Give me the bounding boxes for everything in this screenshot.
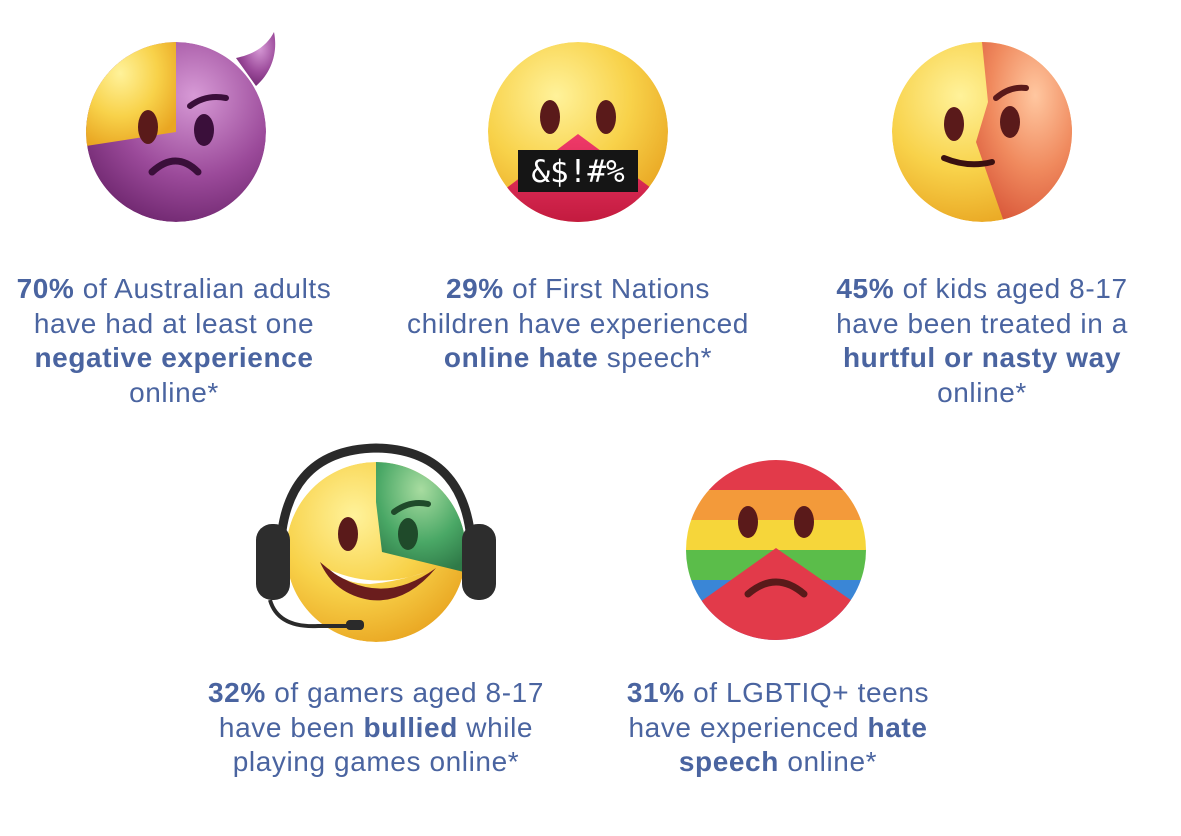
stat-text: of Australian adults have had at least o…	[33, 273, 332, 339]
stat-text: while playing games online*	[232, 711, 534, 778]
stat-text: of kids aged 8-17 have been treated in a	[836, 273, 1128, 339]
stat-caption: 32% of gamers aged 8-17 have been bullie…	[196, 676, 556, 780]
stat-text: online*	[937, 376, 1027, 408]
stat-text: of gamers aged 8-17 have been	[218, 677, 544, 743]
stat-text: online*	[129, 376, 219, 408]
stat-card-lgbtiq: 31% of LGBTIQ+ teens have experienced ha…	[598, 420, 958, 836]
stat-caption: 29% of First Nations children have exper…	[398, 272, 758, 376]
stat-text: of LGBTIQ+ teens have experienced	[628, 677, 930, 743]
stat-highlight: negative experience	[34, 342, 314, 373]
stat-card-kids: 45% of kids aged 8-17 have been treated …	[802, 0, 1162, 420]
stat-card-adults: 70% of Australian adults have had at lea…	[0, 0, 360, 420]
stat-highlight: 32%	[207, 677, 266, 708]
stat-highlight: hate speech	[678, 711, 928, 778]
stat-highlight: 70%	[16, 273, 75, 304]
stat-highlight: hurtful or nasty way	[842, 342, 1122, 373]
grawlix-text: &$!#%	[531, 154, 625, 190]
stat-text: speech*	[598, 342, 713, 373]
stat-highlight: bullied	[363, 711, 458, 743]
stat-highlight: 45%	[836, 273, 895, 304]
stat-card-first-nations: &$!#% 29% of First Nations children have…	[398, 0, 758, 420]
gamer-headset-face-icon	[250, 440, 502, 652]
stat-highlight: 29%	[445, 273, 504, 304]
smirking-angry-face-icon	[892, 42, 1074, 224]
stat-caption: 45% of kids aged 8-17 have been treated …	[802, 272, 1162, 410]
stat-text: online*	[778, 746, 878, 777]
stat-highlight: online hate	[443, 342, 599, 373]
stat-highlight: 31%	[626, 677, 685, 708]
rainbow-frowning-face-icon	[686, 460, 868, 642]
stat-caption: 70% of Australian adults have had at lea…	[0, 272, 354, 410]
devil-face-icon	[86, 32, 286, 224]
censored-mouth-face-icon: &$!#%	[488, 42, 670, 224]
stat-card-gamers: 32% of gamers aged 8-17 have been bullie…	[196, 420, 556, 836]
stat-caption: 31% of LGBTIQ+ teens have experienced ha…	[598, 676, 958, 780]
stat-text: of First Nations children have experienc…	[407, 273, 749, 339]
